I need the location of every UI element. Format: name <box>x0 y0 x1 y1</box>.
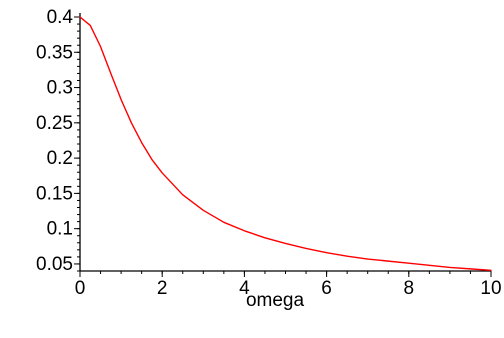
x-tick-label: 2 <box>157 278 168 299</box>
series-line-0 <box>79 16 492 271</box>
y-tick-label: 0.2 <box>47 148 73 169</box>
chart-ticks: 0.05 0.1 0.15 0.2 0.25 0.3 0.35 0.4 0 2 4 6 8 10 <box>36 7 502 299</box>
x-tick-label: 6 <box>321 278 332 299</box>
y-tick-label: 0.05 <box>36 254 73 275</box>
x-tick-label: 4 <box>239 278 250 299</box>
x-tick-label: 8 <box>404 278 415 299</box>
y-tick-label: 0.4 <box>47 7 74 28</box>
y-tick-label: 0.3 <box>47 78 73 99</box>
y-tick-label: 0.35 <box>36 42 73 63</box>
y-tick-label: 0.15 <box>36 183 73 204</box>
chart-series <box>79 16 492 271</box>
y-tick-label: 0.25 <box>36 113 73 134</box>
x-tick-label: 10 <box>480 278 501 299</box>
y-tick-label: 0.1 <box>47 219 73 240</box>
x-axis-label: omega <box>246 290 305 311</box>
x-tick-label: 0 <box>75 278 86 299</box>
